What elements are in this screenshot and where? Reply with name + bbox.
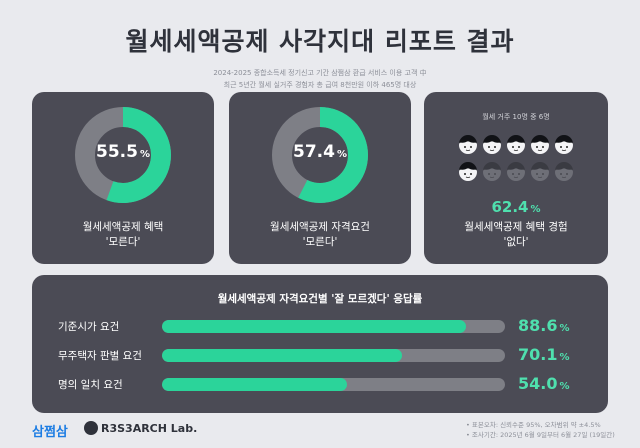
benefit-experience-card: 월세 거주 10명 중 6명 62.4% 월세세액공제 혜택 경험 '없다' [424, 92, 608, 264]
card-label-line-1: 월세세액공제 자격요건 [270, 221, 370, 233]
person-face-icon [530, 134, 550, 156]
experience-number: 62.4 [491, 198, 529, 216]
subtitle-line-1: 2024-2025 종합소득세 정기신고 기간 삼쩜삼 환급 서비스 이용 고객… [213, 69, 427, 77]
page-title: 월세세액공제 사각지대 리포트 결과 [125, 27, 515, 56]
footnote-sampling-error: • 표본오차: 신뢰수준 95%, 오차범위 약 ±4.5% [466, 421, 601, 429]
bar-row-homeless-check: 무주택자 판별 요건 70.1% [32, 345, 608, 365]
research-lab-logo: R3S3ARCH Lab. [84, 421, 198, 436]
people-icon-grid [456, 134, 576, 188]
person-face-icon [482, 134, 502, 156]
donut-fill [75, 107, 171, 203]
donut-number: 55.5 [96, 142, 138, 162]
footnotes: • 표본오차: 신뢰수준 95%, 오차범위 약 ±4.5% • 조사기간: 2… [466, 420, 615, 440]
person-face-icon [458, 134, 478, 156]
bar-value: 54.0% [518, 374, 570, 393]
bar-label: 기준시가 요건 [58, 321, 120, 333]
donut-value: 57.4% [270, 142, 370, 162]
bar-track [162, 320, 505, 333]
bar-percent: % [559, 352, 570, 363]
donut-chart [75, 107, 171, 203]
footnote-survey-period: • 조사기간: 2025년 6월 9일부터 6월 27일 (19일간) [466, 431, 615, 439]
bar-track [162, 349, 505, 362]
bar-row-name-match: 명의 일치 요건 54.0% [32, 374, 608, 394]
card-label: 월세세액공제 혜택 '모른다' [32, 220, 214, 250]
bar-percent: % [559, 323, 570, 334]
requirement-bars-card: 월세세액공제 자격요건별 '잘 모르겠다' 응답률 기준시가 요건 88.6% … [32, 275, 608, 413]
person-face-icon [554, 134, 574, 156]
card-label-line-2: '모른다' [105, 236, 141, 248]
person-face-icon [554, 161, 574, 183]
page-subtitle: 2024-2025 종합소득세 정기신고 기간 삼쩜삼 환급 서비스 이용 고객… [0, 67, 640, 91]
bar-label: 명의 일치 요건 [58, 379, 123, 391]
bar-row-official-price: 기준시가 요건 88.6% [32, 316, 608, 336]
card-label: 월세세액공제 자격요건 '모른다' [229, 220, 411, 250]
donut-percent: % [336, 149, 347, 160]
experience-percent: % [530, 204, 541, 215]
card-label-line-2: '모른다' [302, 236, 338, 248]
eligibility-awareness-card: 57.4% 월세세액공제 자격요건 '모른다' [229, 92, 411, 264]
bar-fill [162, 320, 466, 333]
card-label-line-2: '없다' [503, 236, 529, 248]
bar-percent: % [559, 381, 570, 392]
bar-number: 54.0 [518, 374, 558, 393]
card-label-line-1: 월세세액공제 혜택 경험 [464, 221, 568, 233]
lab-badge-icon [84, 421, 98, 435]
bar-label: 무주택자 판별 요건 [58, 350, 142, 362]
report-header: 월세세액공제 사각지대 리포트 결과 2024-2025 종합소득세 정기신고 … [0, 22, 640, 91]
donut-number: 57.4 [293, 142, 335, 162]
card-label-line-1: 월세세액공제 혜택 [82, 221, 164, 233]
bar-value: 88.6% [518, 316, 570, 335]
bar-number: 88.6 [518, 316, 558, 335]
donut-value: 55.5% [73, 142, 173, 162]
person-face-icon [506, 134, 526, 156]
card-label: 월세세액공제 혜택 경험 '없다' [424, 220, 608, 250]
person-face-icon [530, 161, 550, 183]
person-face-icon [506, 161, 526, 183]
bars-title: 월세세액공제 자격요건별 '잘 모르겠다' 응답률 [217, 293, 423, 305]
donut-percent: % [139, 149, 150, 160]
person-face-icon [458, 161, 478, 183]
donut-fill [272, 107, 368, 203]
people-caption: 월세 거주 10명 중 6명 [482, 113, 550, 121]
experience-value: 62.4% [424, 198, 608, 216]
person-face-icon [482, 161, 502, 183]
research-lab-text: R3S3ARCH Lab. [101, 422, 198, 435]
bar-number: 70.1 [518, 345, 558, 364]
bar-fill [162, 378, 348, 391]
bar-value: 70.1% [518, 345, 570, 364]
bar-track [162, 378, 505, 391]
samjeomsam-logo: 삼쩜삼 [32, 425, 68, 440]
benefit-awareness-card: 55.5% 월세세액공제 혜택 '모른다' [32, 92, 214, 264]
subtitle-line-2: 최근 5년간 월세 실거주 경험자 총 급여 8천만원 이하 465명 대상 [223, 81, 417, 89]
bar-fill [162, 349, 403, 362]
donut-chart [272, 107, 368, 203]
